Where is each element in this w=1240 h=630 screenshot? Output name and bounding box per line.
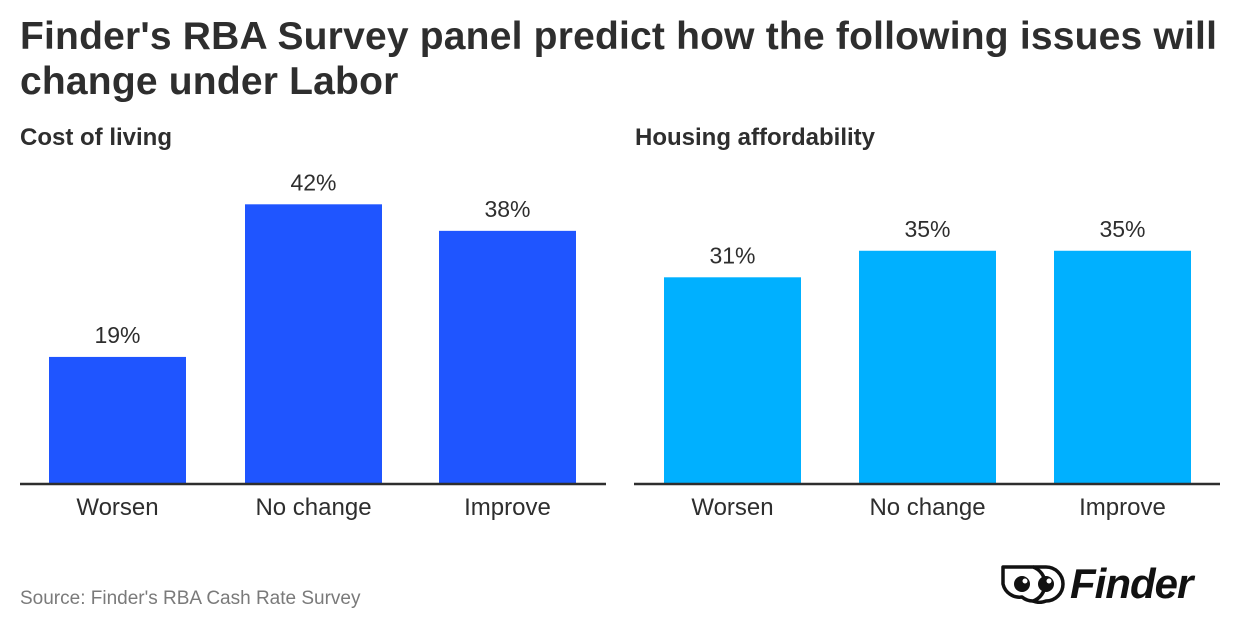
finder-wordmark: Finder — [1070, 560, 1193, 607]
x-tick-label-improve: Improve — [1079, 494, 1166, 521]
x-tick-label-worsen: Worsen — [691, 494, 773, 521]
x-tick-label-worsen: Worsen — [76, 494, 158, 521]
data-label-no-change: 35% — [904, 216, 950, 242]
data-label-improve: 38% — [484, 196, 530, 222]
eyes-icon — [1001, 565, 1065, 604]
chart-title: Finder's RBA Survey panel predict how th… — [20, 15, 1218, 103]
data-label-improve: 35% — [1099, 216, 1145, 242]
x-tick-label-improve: Improve — [464, 494, 551, 521]
bar-worsen — [664, 277, 801, 483]
panel-title-housing-affordability: Housing affordability — [635, 124, 875, 151]
x-tick-label-no-change: No change — [869, 494, 985, 521]
bar-no-change — [245, 204, 382, 483]
bar-improve — [1054, 250, 1191, 483]
bar-no-change — [859, 250, 996, 483]
data-label-no-change: 42% — [290, 169, 336, 195]
data-label-worsen: 31% — [709, 242, 755, 268]
data-label-worsen: 19% — [94, 322, 140, 348]
bar-improve — [439, 230, 576, 483]
bar-worsen — [49, 356, 186, 483]
finder-logo: Finder — [1000, 560, 1193, 607]
panel-title-cost-of-living: Cost of living — [20, 124, 172, 151]
x-tick-label-no-change: No change — [255, 494, 371, 521]
source-note: Source: Finder's RBA Cash Rate Survey — [20, 588, 361, 609]
